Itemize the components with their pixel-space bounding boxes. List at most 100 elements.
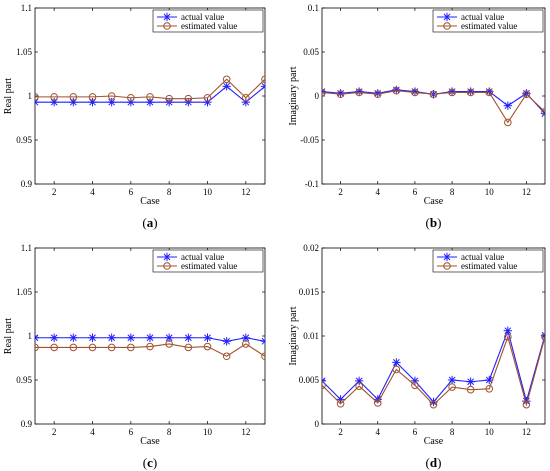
y-tick-label: 0.015 [299, 287, 320, 297]
data-point-circle [373, 399, 382, 407]
data-point-star [88, 333, 97, 342]
x-tick-label: 12 [522, 427, 531, 437]
data-point-circle [242, 340, 250, 348]
data-point-star [35, 333, 40, 342]
data-point-star [184, 333, 193, 342]
data-point-star [466, 377, 475, 386]
data-point-star [49, 97, 59, 107]
series-estimated [35, 75, 265, 103]
legend-label: actual value [461, 252, 504, 262]
data-point-circle [88, 93, 97, 101]
y-tick-label: 0 [315, 91, 320, 101]
data-point-circle [184, 343, 193, 352]
legend-item-actual: actual value [437, 12, 504, 22]
data-point-circle [392, 365, 401, 374]
series-group [322, 85, 545, 127]
y-tick-label: 0.1 [308, 3, 319, 13]
data-point-circle [504, 333, 512, 341]
legend-label: estimated value [461, 261, 517, 271]
data-point-star [260, 82, 265, 91]
x-tick-label: 8 [450, 427, 455, 437]
chart-panel-3: 2 4 6 8 10 12 0.9 0.95 1 1.05 1.1 Case Real part actu… [3, 243, 266, 470]
data-point-circle [184, 94, 193, 103]
data-point-circle [336, 90, 345, 99]
x-tick-label: 10 [203, 427, 213, 437]
data-point-circle [443, 262, 451, 270]
data-point-circle [127, 343, 135, 352]
y-tick-label: 0.95 [16, 135, 32, 145]
data-point-circle [50, 343, 58, 352]
data-point-circle [163, 22, 171, 30]
data-point-circle [443, 22, 451, 30]
x-tick-label: 6 [129, 187, 134, 197]
y-tick-label: 1 [28, 331, 33, 341]
data-point-star [49, 333, 59, 342]
x-tick-label: 2 [52, 187, 57, 197]
legend-label: actual value [181, 12, 224, 22]
data-point-star [107, 333, 116, 342]
x-tick-label: 6 [129, 427, 134, 437]
y-tick-label: 1.1 [21, 243, 32, 253]
data-point-star [145, 97, 155, 107]
data-point-star [222, 82, 231, 91]
panel-label: (a) [142, 215, 157, 230]
data-point-circle [35, 93, 39, 101]
series-line [322, 335, 545, 407]
data-point-circle [163, 262, 171, 270]
data-point-circle [448, 383, 456, 391]
data-point-circle [165, 340, 173, 348]
y-axis-label: Imaginary part [288, 306, 299, 365]
x-tick-label: 4 [90, 427, 95, 437]
data-point-star [126, 333, 136, 342]
x-tick-label: 4 [376, 427, 381, 437]
legend-item-actual: actual value [157, 12, 224, 22]
data-point-circle [69, 93, 78, 101]
data-point-circle [261, 352, 265, 361]
plot-area [34, 7, 266, 185]
y-tick-label: 0.05 [303, 47, 319, 57]
data-point-circle [107, 343, 116, 352]
x-tick-label: 2 [338, 427, 343, 437]
x-tick-label: 8 [167, 427, 172, 437]
x-axis-label: Case [424, 196, 444, 207]
data-point-circle [411, 381, 419, 390]
y-tick-label: 1.05 [16, 287, 32, 297]
series-line [35, 78, 265, 100]
series-actual [35, 333, 265, 346]
x-tick-label: 4 [376, 187, 381, 197]
data-point-star [162, 12, 172, 22]
data-point-star [164, 333, 174, 342]
x-axis-label: Case [424, 436, 444, 447]
series-group [322, 326, 545, 409]
y-tick-label: 0.02 [303, 243, 319, 253]
legend-item-actual: actual value [157, 252, 224, 262]
x-tick-label: 8 [450, 187, 455, 197]
series-estimated [35, 340, 265, 361]
legend-label: estimated value [461, 21, 517, 31]
x-tick-label: 2 [52, 427, 57, 437]
series-line [322, 90, 545, 124]
x-tick-label: 12 [241, 187, 250, 197]
panel-label: (c) [143, 455, 157, 470]
x-axis-label: Case [140, 196, 160, 207]
x-tick-label: 2 [338, 187, 343, 197]
legend-label: actual value [461, 12, 504, 22]
x-tick-label: 12 [522, 187, 531, 197]
data-point-star [442, 252, 452, 262]
data-point-circle [522, 400, 531, 409]
data-point-circle [322, 88, 326, 97]
data-point-circle [429, 400, 438, 409]
series-estimated [322, 86, 545, 127]
data-point-star [69, 333, 78, 342]
data-point-star [447, 375, 457, 385]
y-tick-label: 0 [315, 419, 320, 429]
data-point-circle [69, 343, 78, 352]
panel-label: (d) [426, 455, 442, 470]
series-group [35, 333, 265, 361]
data-point-star [392, 358, 401, 367]
data-point-circle [222, 75, 231, 84]
